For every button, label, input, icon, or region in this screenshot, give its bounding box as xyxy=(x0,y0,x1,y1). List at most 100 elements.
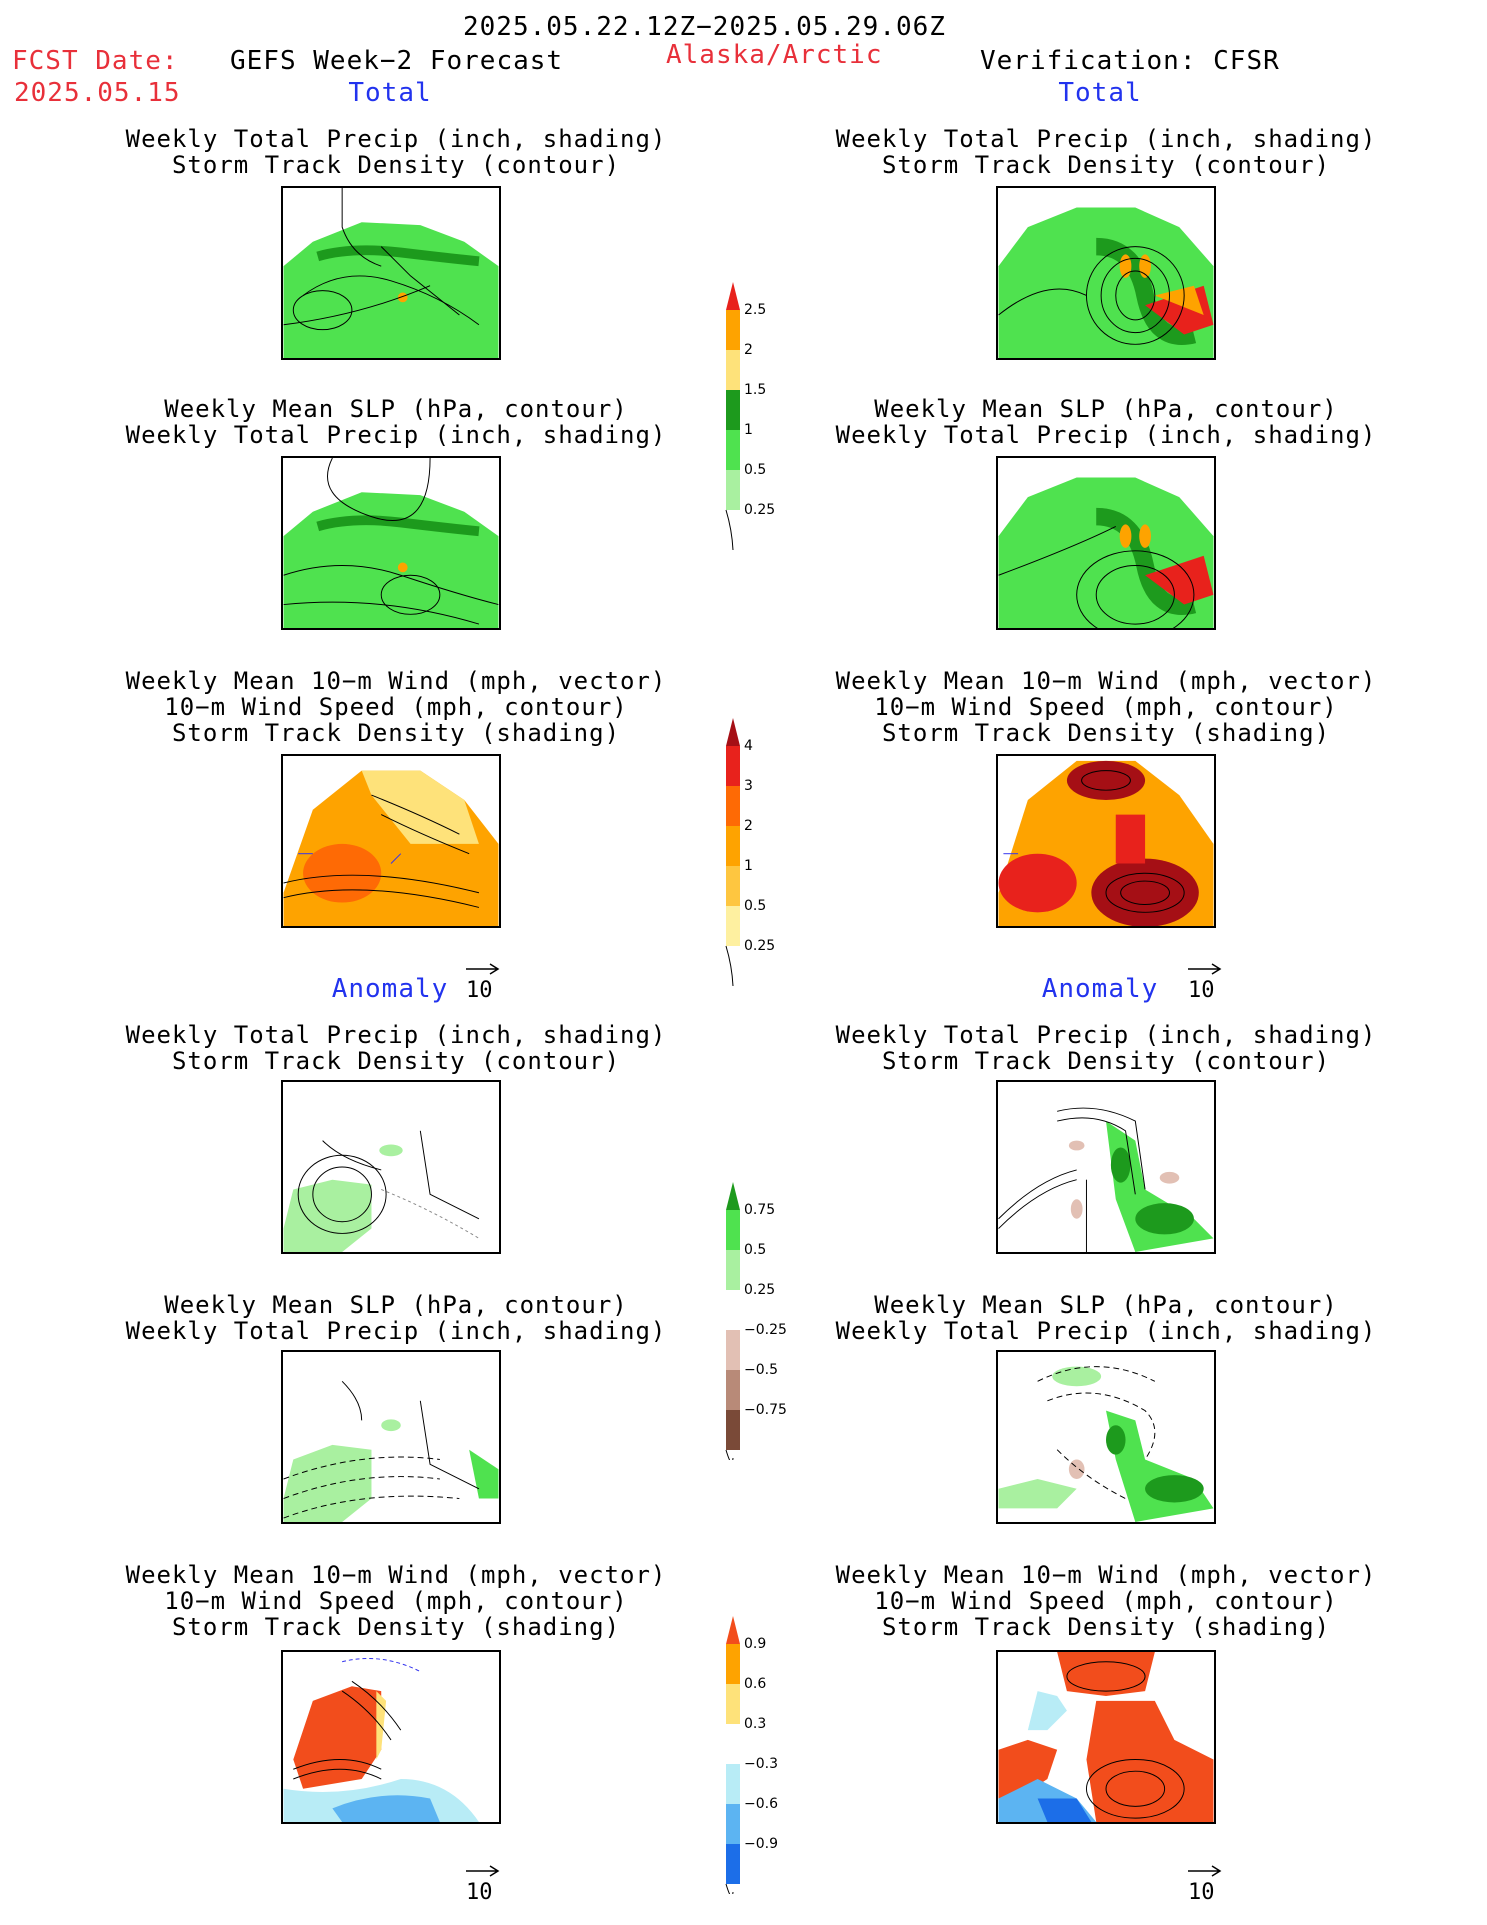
colorbar-tail xyxy=(725,1883,734,1894)
colorbar-top-triangle xyxy=(726,718,740,746)
section-total-left: Total xyxy=(348,78,432,108)
colorbar-label: −0.25 xyxy=(744,1322,787,1338)
region-title: Alaska/Arctic xyxy=(666,40,883,70)
colorbar-label: 1.5 xyxy=(744,382,767,398)
colorbar-label: 0.25 xyxy=(744,1282,776,1298)
colorbar-label: −0.3 xyxy=(744,1756,778,1772)
map-slp-precip-fcst-anom xyxy=(281,1350,501,1524)
colorbar-segment xyxy=(726,470,740,510)
colorbar-label: −0.9 xyxy=(744,1836,778,1852)
colorbar-segment xyxy=(726,1804,740,1844)
colorbar-segment xyxy=(726,1684,740,1724)
model-title: GEFS Week−2 Forecast xyxy=(230,46,564,76)
colorbar-label: 2.5 xyxy=(744,302,767,318)
colorbar-label: 0.75 xyxy=(744,1202,776,1218)
title-wind-storm-obs-total: Weekly Mean 10−m Wind (mph, vector) 10−m … xyxy=(835,667,1377,747)
colorbar-label: −0.75 xyxy=(744,1402,787,1418)
map-wind-storm-fcst-total xyxy=(281,754,501,928)
colorbar-top-triangle xyxy=(726,282,740,310)
colorbar-top-triangle xyxy=(726,1182,740,1210)
section-anomaly-right: Anomaly xyxy=(1041,974,1159,1004)
colorbar-label: 0.5 xyxy=(744,1242,767,1258)
colorbar-segment xyxy=(726,390,740,430)
map-slp-precip-obs-anom xyxy=(996,1350,1216,1524)
title-slp-precip-fcst-anom: Weekly Mean SLP (hPa, contour) Weekly Tot… xyxy=(125,1291,667,1345)
total_storm-colorbar-graphic xyxy=(725,718,740,987)
anom_precip-colorbar-graphic xyxy=(725,1182,740,1460)
colorbar-segment xyxy=(726,1764,740,1804)
colorbar-label: 0.6 xyxy=(744,1676,767,1692)
map-precip-storm-obs-anom xyxy=(996,1080,1216,1254)
section-anomaly-left: Anomaly xyxy=(331,974,449,1004)
colorbar-segment xyxy=(726,1210,740,1250)
colorbar-segment xyxy=(726,906,740,946)
colorbar-total-storm: 4 3 2 1 0.5 0.25 xyxy=(724,706,834,996)
vector-ref-obs-anom: 10 xyxy=(1186,1864,1246,1910)
vector-ref-obs-total: 10 xyxy=(1186,962,1246,1008)
colorbar-segment xyxy=(726,430,740,470)
colorbar-label: −0.5 xyxy=(744,1362,778,1378)
colorbar-label: 0.25 xyxy=(744,938,776,954)
map-wind-storm-fcst-anom xyxy=(281,1650,501,1824)
colorbar-tail xyxy=(725,509,734,551)
section-total-right: Total xyxy=(1058,78,1142,108)
title-wind-storm-obs-anom: Weekly Mean 10−m Wind (mph, vector) 10−m … xyxy=(835,1561,1377,1641)
colorbar-segment xyxy=(726,866,740,906)
colorbar-label: 0.3 xyxy=(744,1716,767,1732)
colorbar-segment xyxy=(726,1330,740,1370)
map-slp-precip-fcst-total xyxy=(281,456,501,630)
colorbar-label: 2 xyxy=(744,818,753,834)
colorbar-anom-storm: 0.9 0.6 0.3 −0.3 −0.6 −0.9 xyxy=(724,1604,834,1894)
vector-ref-fcst-total: 10 xyxy=(464,962,524,1008)
title-precip-storm-fcst-total: Weekly Total Precip (inch, shading) Storm… xyxy=(125,125,667,179)
title-slp-precip-fcst-total: Weekly Mean SLP (hPa, contour) Weekly Tot… xyxy=(125,395,667,449)
arrow-icon xyxy=(1188,1865,1222,1877)
arrow-icon xyxy=(1188,963,1222,975)
colorbar-segment xyxy=(726,1410,740,1450)
map-wind-storm-obs-anom xyxy=(996,1650,1216,1824)
colorbar-label: 1 xyxy=(744,858,753,874)
map-precip-storm-obs-total xyxy=(996,186,1216,360)
map-precip-storm-fcst-anom xyxy=(281,1080,501,1254)
vector-ref-fcst-anom: 10 xyxy=(464,1864,524,1910)
map-slp-precip-obs-total xyxy=(996,456,1216,630)
colorbar-label: 3 xyxy=(744,778,753,794)
title-precip-storm-obs-anom: Weekly Total Precip (inch, shading) Storm… xyxy=(835,1021,1377,1075)
colorbar-segment xyxy=(726,310,740,350)
colorbar-label: 0.5 xyxy=(744,898,767,914)
colorbar-segment xyxy=(726,826,740,866)
title-wind-storm-fcst-total: Weekly Mean 10−m Wind (mph, vector) 10−m … xyxy=(125,667,667,747)
colorbar-segment xyxy=(726,786,740,826)
colorbar-label: 0.5 xyxy=(744,462,767,478)
colorbar-segment xyxy=(726,746,740,786)
colorbar-segment xyxy=(726,1370,740,1410)
fcst-date-label: FCST Date: xyxy=(12,46,179,76)
title-slp-precip-obs-anom: Weekly Mean SLP (hPa, contour) Weekly Tot… xyxy=(835,1291,1377,1345)
colorbar-label: 2 xyxy=(744,342,753,358)
colorbar-total-precip: 2.5 2 1.5 1 0.5 0.25 xyxy=(724,270,834,560)
colorbar-segment xyxy=(726,350,740,390)
colorbar-top-triangle xyxy=(726,1616,740,1644)
arrow-icon xyxy=(466,963,500,975)
arrow-icon xyxy=(466,1865,500,1877)
title-wind-storm-fcst-anom: Weekly Mean 10−m Wind (mph, vector) 10−m … xyxy=(125,1561,667,1641)
colorbar-label: 4 xyxy=(744,738,753,754)
colorbar-label: −0.6 xyxy=(744,1796,778,1812)
title-precip-storm-obs-total: Weekly Total Precip (inch, shading) Storm… xyxy=(835,125,1377,179)
anom_storm-colorbar-graphic xyxy=(725,1616,740,1894)
colorbar-label: 0.9 xyxy=(744,1636,767,1652)
verification-title: Verification: CFSR xyxy=(980,46,1280,76)
colorbar-segment xyxy=(726,1724,740,1764)
colorbar-label: 1 xyxy=(744,422,753,438)
colorbar-tail xyxy=(725,945,734,987)
colorbar-label: 0.25 xyxy=(744,502,776,518)
colorbar-tail xyxy=(725,1449,734,1460)
title-slp-precip-obs-total: Weekly Mean SLP (hPa, contour) Weekly Tot… xyxy=(835,395,1377,449)
colorbar-segment xyxy=(726,1290,740,1330)
period-title: 2025.05.22.12Z−2025.05.29.06Z xyxy=(463,12,946,42)
map-wind-storm-obs-total xyxy=(996,754,1216,928)
colorbar-segment xyxy=(726,1250,740,1290)
title-precip-storm-fcst-anom: Weekly Total Precip (inch, shading) Storm… xyxy=(125,1021,667,1075)
colorbar-anom-precip: 0.75 0.5 0.25 −0.25 −0.5 −0.75 xyxy=(724,1170,834,1460)
total_precip-colorbar-graphic xyxy=(725,282,740,551)
